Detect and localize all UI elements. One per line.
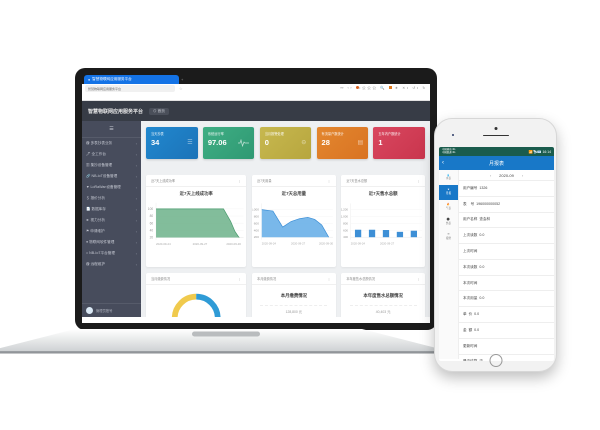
svg-text:800: 800 <box>254 214 259 218</box>
svg-text:2020-09-27: 2020-09-27 <box>291 242 306 246</box>
svg-text:400: 400 <box>343 235 348 239</box>
svg-text:2020-09-24: 2020-09-24 <box>351 242 366 246</box>
svg-text:600: 600 <box>254 221 259 225</box>
svg-text:200: 200 <box>254 235 259 239</box>
svg-text:40: 40 <box>150 228 154 232</box>
svg-text:2020-09-27: 2020-09-27 <box>193 242 208 246</box>
svg-text:100: 100 <box>148 207 154 211</box>
svg-text:80: 80 <box>150 214 154 218</box>
svg-text:1,000: 1,000 <box>341 214 348 218</box>
svg-text:2020-09-30: 2020-09-30 <box>226 242 241 246</box>
svg-text:2020-09-27: 2020-09-27 <box>380 242 395 246</box>
svg-text:1,200: 1,200 <box>341 207 348 211</box>
svg-text:1,000: 1,000 <box>252 207 259 211</box>
svg-text:600: 600 <box>343 228 348 232</box>
svg-text:20: 20 <box>150 236 154 240</box>
svg-text:60: 60 <box>150 221 154 225</box>
svg-text:800: 800 <box>343 221 348 225</box>
svg-text:2020-09-24: 2020-09-24 <box>262 242 277 246</box>
svg-text:2020-09-24: 2020-09-24 <box>156 242 171 246</box>
svg-text:400: 400 <box>254 228 259 232</box>
svg-text:2020-09-30: 2020-09-30 <box>319 242 334 246</box>
